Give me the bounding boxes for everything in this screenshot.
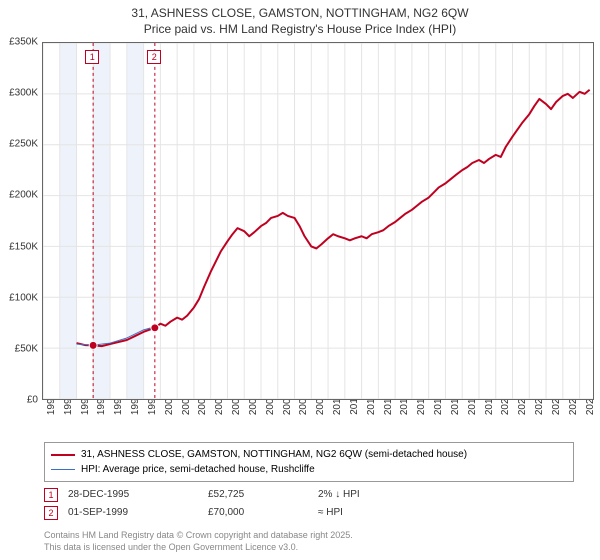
y-tick-label: £0 (27, 395, 38, 406)
footer-line-1: Contains HM Land Registry data © Crown c… (44, 530, 574, 542)
legend-swatch-price (51, 454, 75, 456)
row-marker-2: 2 (44, 506, 58, 520)
footer: Contains HM Land Registry data © Crown c… (44, 530, 574, 553)
y-tick-label: £150K (9, 241, 38, 252)
row-marker-1: 1 (44, 488, 58, 502)
chart-marker-2: 2 (147, 50, 161, 64)
transaction-table: 1 28-DEC-1995 £52,725 2% ↓ HPI 2 01-SEP-… (44, 486, 574, 522)
y-tick-label: £250K (9, 139, 38, 150)
legend-label-hpi: HPI: Average price, semi-detached house,… (81, 462, 315, 477)
legend-item-price: 31, ASHNESS CLOSE, GAMSTON, NOTTINGHAM, … (51, 447, 567, 462)
row-date: 28-DEC-1995 (68, 486, 198, 504)
title-line-2: Price paid vs. HM Land Registry's House … (10, 22, 590, 38)
row-hpi-delta: ≈ HPI (318, 504, 418, 522)
row-price: £70,000 (208, 504, 308, 522)
legend-swatch-hpi (51, 469, 75, 470)
chart-container: 31, ASHNESS CLOSE, GAMSTON, NOTTINGHAM, … (0, 0, 600, 560)
title-line-1: 31, ASHNESS CLOSE, GAMSTON, NOTTINGHAM, … (10, 6, 590, 22)
legend-item-hpi: HPI: Average price, semi-detached house,… (51, 462, 567, 477)
row-hpi-delta: 2% ↓ HPI (318, 486, 418, 504)
plot-area (42, 42, 594, 400)
table-row: 2 01-SEP-1999 £70,000 ≈ HPI (44, 504, 574, 522)
legend-label-price: 31, ASHNESS CLOSE, GAMSTON, NOTTINGHAM, … (81, 447, 467, 462)
y-tick-label: £350K (9, 37, 38, 48)
row-date: 01-SEP-1999 (68, 504, 198, 522)
y-tick-label: £50K (15, 343, 38, 354)
y-tick-label: £100K (9, 292, 38, 303)
footer-line-2: This data is licensed under the Open Gov… (44, 542, 574, 554)
row-price: £52,725 (208, 486, 308, 504)
legend: 31, ASHNESS CLOSE, GAMSTON, NOTTINGHAM, … (44, 442, 574, 482)
table-row: 1 28-DEC-1995 £52,725 2% ↓ HPI (44, 486, 574, 504)
y-tick-label: £300K (9, 88, 38, 99)
chart-marker-1: 1 (85, 50, 99, 64)
plot-svg (43, 43, 593, 399)
y-tick-label: £200K (9, 190, 38, 201)
chart-title: 31, ASHNESS CLOSE, GAMSTON, NOTTINGHAM, … (0, 0, 600, 39)
